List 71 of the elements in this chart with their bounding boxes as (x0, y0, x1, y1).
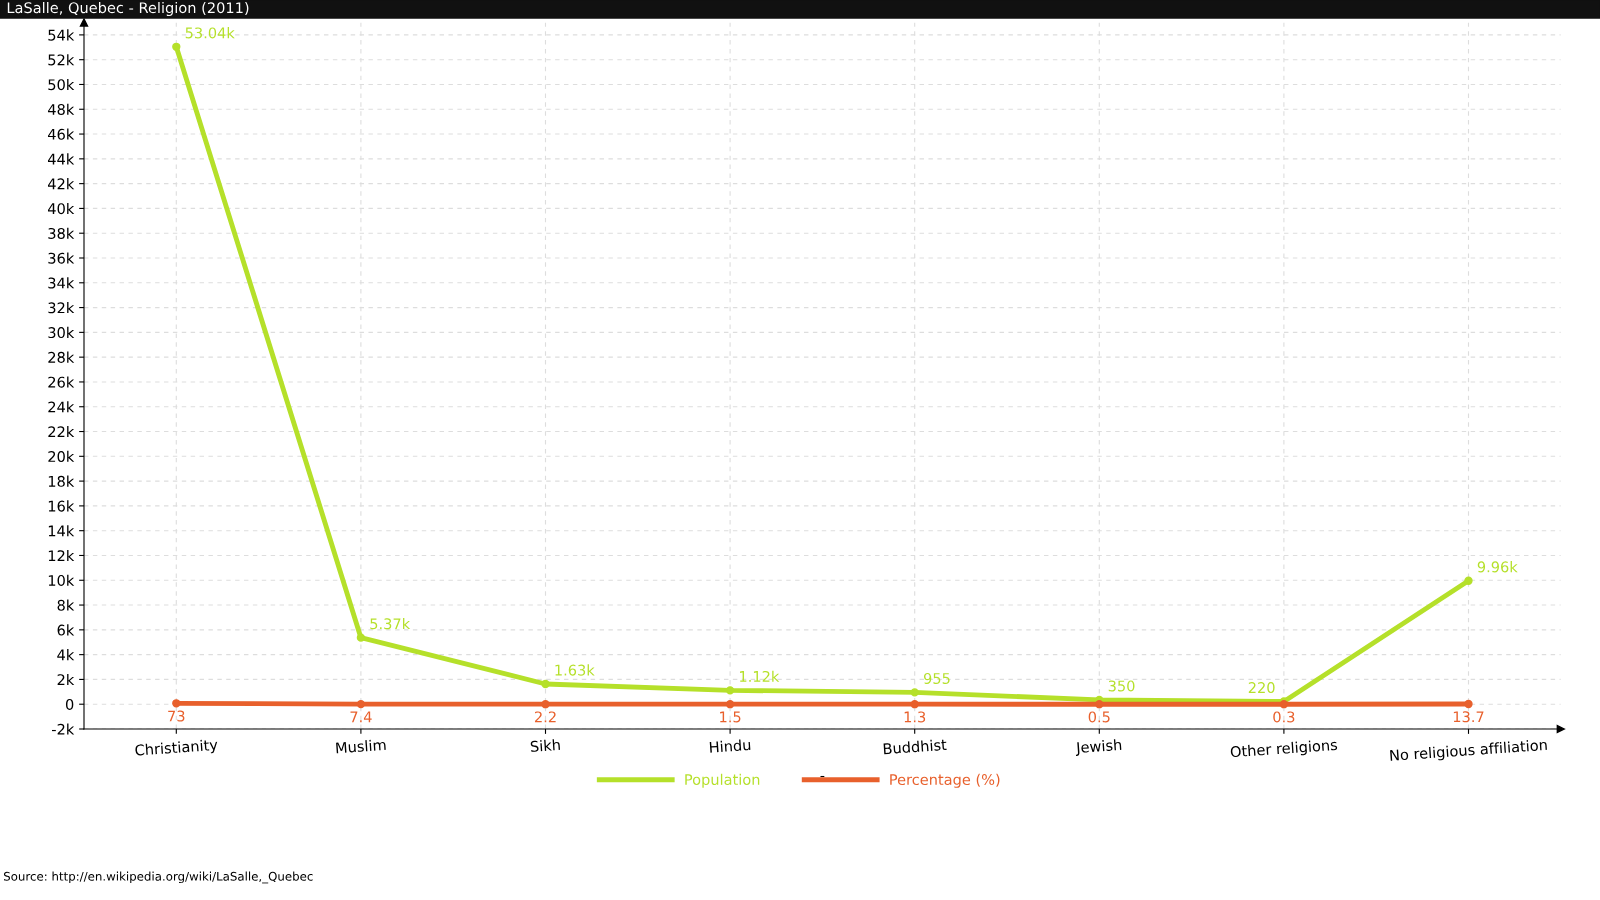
point (1464, 576, 1473, 585)
x-tick-label: Other religions (1230, 738, 1338, 761)
y-tick-label: 48k (47, 103, 75, 116)
y-tick-label: 46k (47, 128, 75, 140)
point (541, 700, 550, 709)
y-tick-label: 12k (48, 549, 75, 562)
x-tick-label: Jewish (1075, 738, 1122, 756)
text: Percentage (%) (890, 773, 1000, 788)
text: Population (685, 773, 760, 788)
data-label: 5.37k (370, 617, 411, 630)
x-tick-label: Muslim (336, 738, 386, 754)
y-tick-label: 16k (48, 500, 75, 512)
data-label: 350 (1108, 680, 1135, 692)
data-label: 1.3 (904, 711, 926, 723)
point (356, 633, 366, 642)
data-label: 1.5 (720, 711, 741, 723)
point (725, 700, 735, 709)
point (725, 686, 735, 695)
data-label: 1.12k (740, 670, 780, 682)
data-label: 0.3 (1273, 711, 1295, 723)
data-label: 13.7 (1453, 711, 1484, 723)
x-tick-label: Christianity (135, 738, 218, 759)
y-tick-label: 38k (48, 227, 75, 239)
point (172, 699, 181, 708)
y-tick-label: 28k (48, 351, 75, 363)
y-tick-label: 40k (47, 202, 75, 215)
y-tick-label: 8k (57, 599, 75, 611)
y-tick-label: 34k (48, 277, 75, 289)
y-tick-label: 32k (48, 302, 75, 314)
y-tick-label: -2k (52, 723, 75, 735)
point (1464, 699, 1473, 709)
y-tick-label: 30k (48, 326, 75, 339)
y-tick-label: 52k (48, 54, 75, 66)
data-label: 220 (1248, 682, 1275, 694)
y-tick-label: 10k (48, 574, 75, 587)
y-tick-label: 6k (57, 624, 75, 636)
y-tick-label: 2k (57, 673, 75, 685)
point (541, 679, 550, 689)
y-tick-label: 14k (48, 525, 75, 537)
y-tick-label: 18k (48, 475, 75, 487)
data-label: 2.2 (534, 711, 556, 723)
point (1095, 700, 1104, 709)
y-tick-label: 50k (48, 78, 75, 91)
x-tick-label: Sikh (530, 738, 561, 753)
data-label: 1.63k (555, 664, 595, 676)
source-note: Source: http://en.wikipedia.org/wiki/LaSalle,_Quebec (3, 871, 313, 884)
x-axis-title: - (820, 775, 825, 778)
data-label: 73 (168, 710, 185, 722)
y-tick-label: 22k (48, 425, 75, 438)
x-tick-label: Hindu (709, 738, 751, 753)
x-tick-label: Buddhist (883, 738, 947, 755)
point (172, 42, 181, 51)
data-label: 955 (923, 672, 950, 684)
y-tick-label: 4k (57, 649, 75, 661)
y-tick-label: 26k (48, 376, 75, 388)
chart-title: LaSalle, Quebec - Religion (2011) (7, 1, 249, 17)
point (356, 699, 366, 709)
y-tick-label: 42k (47, 178, 75, 190)
data-label: 9.96k (1477, 561, 1518, 573)
point (910, 700, 919, 709)
x-tick-label: No religious affiliation (1390, 738, 1548, 764)
y-tick-label: 54k (48, 29, 75, 41)
y-tick-label: 36k (48, 252, 75, 264)
data-label: 53.04k (185, 27, 235, 39)
y-tick-label: 44k (47, 153, 75, 165)
y-tick-label: 0 (65, 698, 74, 710)
point (910, 688, 919, 697)
data-label: 7.4 (350, 711, 372, 723)
y-tick-label: 24k (48, 401, 75, 413)
y-tick-label: 20k (48, 450, 75, 463)
data-label: 0.5 (1088, 711, 1110, 723)
